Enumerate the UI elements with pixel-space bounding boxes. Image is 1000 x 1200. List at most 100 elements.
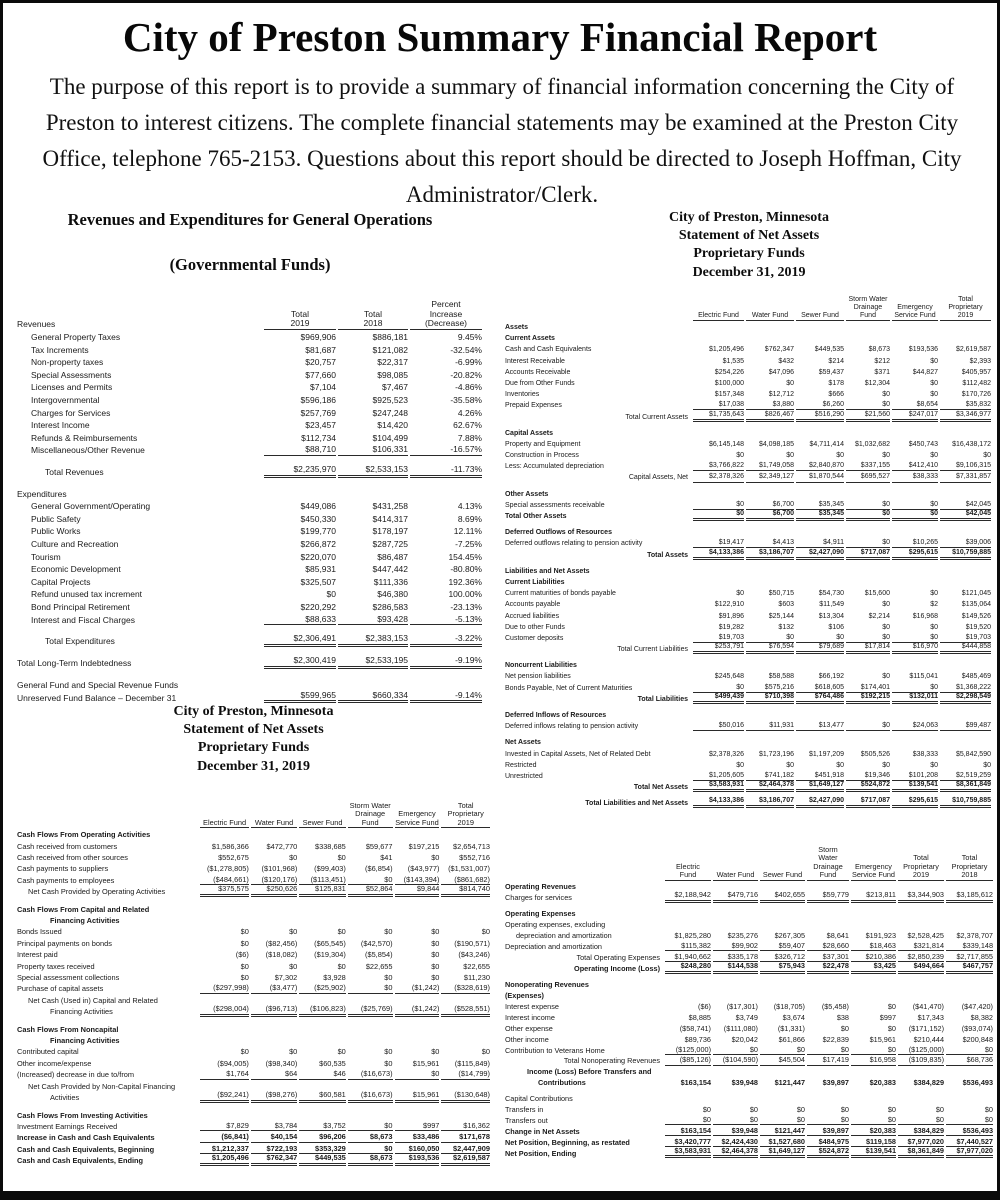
- cell: ($328,619): [441, 983, 490, 994]
- cell: $603: [778, 601, 794, 609]
- cell: $0: [337, 852, 346, 862]
- cell: $516,290: [796, 410, 844, 422]
- cell: $717,087: [846, 548, 890, 560]
- cell: $0: [892, 510, 938, 522]
- cell: [807, 1066, 849, 1077]
- cell: $0: [384, 927, 393, 937]
- cell: [713, 990, 758, 1001]
- cell: $122,910: [714, 601, 744, 609]
- cell: $125,831: [299, 885, 346, 897]
- cell: $35,345: [796, 499, 844, 510]
- cell: $2,300,419: [264, 655, 336, 669]
- row-label: Deferred outflows relating to pension ac…: [505, 540, 643, 548]
- cell: [251, 1023, 297, 1034]
- cell: $104,499: [372, 432, 408, 443]
- row-label: Unreserved Fund Balance – December 31: [17, 692, 177, 703]
- cell: $22,317: [377, 357, 408, 368]
- column-header: Percent Increase (Decrease): [410, 299, 482, 331]
- cell: $0: [481, 927, 490, 937]
- cell: $3,749: [735, 1012, 758, 1022]
- cell: $0: [736, 452, 744, 460]
- cell: $11,549: [819, 601, 844, 609]
- row-label: Current maturities of bonds payable: [505, 590, 616, 598]
- cell: [796, 526, 844, 537]
- section-label-row: Cash Flows From Operating Activities: [17, 828, 490, 839]
- cell: [693, 427, 744, 438]
- row-label: Capital Contributions: [505, 1094, 573, 1104]
- row-label: Total Long-Term Indebtedness: [17, 658, 132, 669]
- table-row: Interest paid ($6) ($18,082) ($19,304) ($5,8…: [17, 948, 490, 959]
- cell: [299, 1109, 346, 1120]
- cell: $484,975: [807, 1136, 849, 1148]
- cell: $17,814: [846, 643, 890, 655]
- cell: [410, 678, 482, 691]
- column-header: Sewer Fund: [299, 802, 346, 829]
- cell: $0: [481, 1047, 490, 1057]
- cell: $9,844: [394, 885, 440, 897]
- table-row: Total Expenditures $2,306,491 $2,383,153 -3…: [17, 634, 482, 648]
- cell: $10,265: [892, 537, 938, 549]
- cell: $997: [879, 1012, 896, 1022]
- cell: ($19,304): [314, 950, 346, 960]
- column-header: Sewer Fund: [760, 846, 805, 881]
- cell: [441, 1023, 490, 1034]
- cell: $0: [836, 452, 844, 460]
- cell: [299, 828, 346, 839]
- cell: $353,329: [299, 1143, 346, 1155]
- row-label: Financing Activities: [50, 1007, 113, 1017]
- cell: $88,710: [264, 444, 336, 457]
- row-label: Total Current Liabilities: [617, 646, 688, 654]
- row-label: Special assessment collections: [17, 972, 120, 982]
- cell: $0: [665, 1114, 711, 1126]
- cell: [851, 979, 896, 990]
- table-row: Public Safety $450,330 $414,317 8.69%: [17, 512, 482, 525]
- cell: $467,757: [946, 961, 993, 974]
- cell: $2,850,239: [898, 951, 944, 963]
- cell: $3,583,931: [693, 781, 744, 793]
- cell: [338, 487, 408, 500]
- row-label: Activities: [50, 1093, 80, 1103]
- row-label: Interest income: [505, 1012, 555, 1022]
- cell: $0: [851, 1114, 896, 1126]
- cell: $178,197: [372, 526, 408, 537]
- section-label-row: Nonoperating Revenues: [505, 979, 993, 990]
- cell: $13,304: [818, 612, 844, 620]
- cell: $247,017: [892, 410, 938, 422]
- cell: $257,769: [300, 407, 336, 418]
- cell: ($25,769): [347, 1005, 393, 1017]
- cell: -20.82%: [450, 369, 482, 380]
- cell: $7,104: [310, 382, 336, 393]
- row-label: Expenditures: [17, 488, 67, 499]
- column-header: Emergency Service Fund: [892, 296, 938, 321]
- row-label: Deferred Outflows of Resources: [505, 529, 612, 537]
- cell: $1,197,209: [808, 750, 844, 758]
- cell: -11.73%: [410, 464, 482, 478]
- cell: [348, 1109, 393, 1120]
- row-label: Less: Accumulated depreciation: [505, 463, 604, 471]
- cell: $8,673: [868, 346, 890, 354]
- cell: $0: [935, 1104, 944, 1114]
- cell: $99,487: [940, 720, 991, 732]
- cell: $0: [930, 623, 938, 631]
- table-row: Investment Earnings Received $7,829 $3,784…: [17, 1120, 490, 1132]
- cell: $12,304: [864, 379, 890, 387]
- cell: $59,407: [760, 941, 805, 952]
- cell: ($47,420): [961, 1001, 993, 1011]
- cell: [851, 1093, 896, 1104]
- cell: ($99,403): [314, 864, 346, 874]
- column-header-row: Electric Fund Water Fund Sewer Fund Storm W…: [17, 801, 490, 829]
- cell: ($298,004): [200, 1005, 249, 1017]
- row-label: Noncurrent Liabilities: [505, 662, 577, 670]
- row-label: Capital Assets: [505, 429, 553, 437]
- cell: $20,042: [731, 1034, 758, 1044]
- cell: $93,428: [338, 613, 408, 626]
- row-label: Total Current Assets: [625, 413, 688, 421]
- cell: $2,528,425: [907, 931, 944, 941]
- cell: $3,784: [250, 1120, 298, 1132]
- cell: [940, 332, 991, 343]
- cell: $762,347: [764, 346, 794, 354]
- cell: ($125,000): [898, 1044, 944, 1055]
- cell: $121,447: [774, 1078, 805, 1088]
- section-label-row: Cash Flows From Investing Activities: [17, 1109, 490, 1120]
